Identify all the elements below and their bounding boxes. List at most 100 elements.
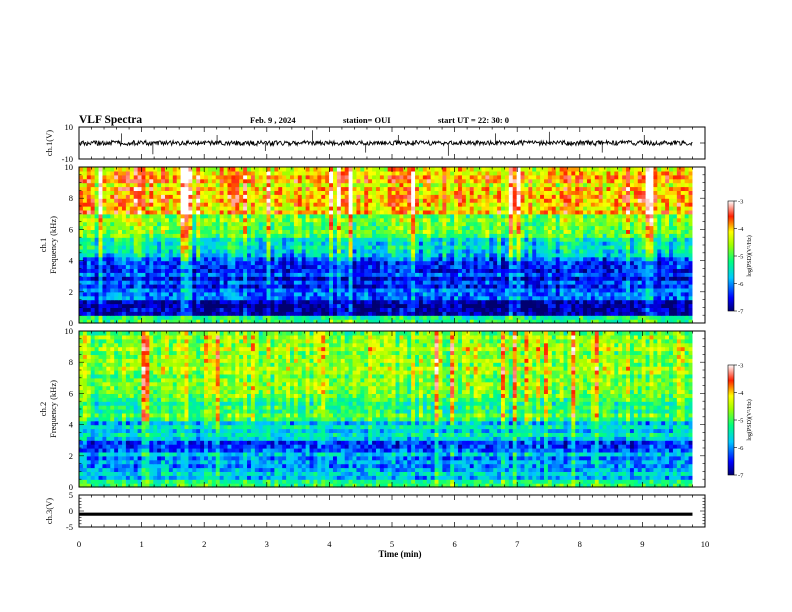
spectrogram-cell [661,299,666,305]
spectrogram-cell [520,225,526,230]
spectrogram-cell [465,291,471,297]
spectrogram-cell [657,303,662,308]
spectrogram-cell [672,225,678,230]
spectrogram-cell [305,295,311,301]
spectrogram-cell [102,221,107,227]
spectrogram-cell [645,221,651,227]
spectrogram-cell [583,217,588,223]
spectrogram-cell [153,319,158,324]
spectrogram-cell [450,217,455,223]
spectrogram-cell [442,206,447,211]
spectrogram-cell [118,237,123,242]
spectrogram-cell [164,209,170,215]
spectrogram-cell [141,248,147,254]
spectrogram-cell [149,291,154,297]
spectrogram-cell [438,268,443,273]
spectrogram-cell [86,284,92,289]
spectrogram-cell [657,268,662,273]
spectrogram-cell [79,311,84,316]
spectrogram-cell [497,233,502,238]
spectrogram-cell [180,217,186,223]
spectrogram-cell [540,268,545,273]
spectrogram-cell [649,229,655,234]
spectrogram-cell [512,268,518,273]
spectrogram-cell [540,217,545,223]
spectrogram-cell [364,319,369,324]
spectrogram-cell [501,245,506,250]
spectrogram-cell [94,241,100,246]
spectrogram-cell [247,237,252,242]
spectrogram-cell [430,202,436,207]
spectrogram-cell [411,276,416,281]
spectrogram-cell [543,307,549,312]
spectrogram-cell [301,233,307,238]
spectrogram-cell [684,291,690,297]
spectrogram-cell [368,248,373,254]
spectrogram-cell [399,315,404,320]
spectrogram-cell [121,319,127,324]
spectrogram-cell [551,307,557,312]
spectrogram-cell [329,233,334,238]
spectrogram-cell [192,276,197,281]
spectrogram-cell [348,315,354,320]
spectrogram-cell [329,221,334,227]
spectrogram-cell [540,284,545,289]
spectrogram-cell [512,206,518,211]
spectrogram-cell [90,311,96,316]
spectrogram-cell [602,295,608,301]
spectrogram-cell [360,311,365,316]
spectrogram-cell [282,307,287,312]
spectrogram-cell [90,241,96,246]
spectrogram-cell [688,252,694,258]
spectrogram-cell [493,303,498,308]
spectrogram-cell [231,311,236,316]
spectrogram-cell [649,315,655,320]
spectrogram-cell [348,284,354,289]
spectrogram-cell [270,209,275,215]
spectrogram-cell [98,209,104,215]
spectrogram-cell [461,241,467,246]
spectrogram-cell [399,225,404,230]
spectrogram-cell [637,303,643,308]
spectrogram-cell [684,209,690,215]
spectrogram-cell [543,241,549,246]
spectrogram-cell [200,303,205,308]
spectrogram-cell [586,264,592,269]
spectrogram-cell [204,213,209,219]
spectrogram-cell [516,272,522,277]
spectrogram-cell [184,209,190,215]
spectrogram-cell [547,299,553,305]
spectrogram-cell [669,252,674,258]
spectrogram-cell [211,229,217,234]
spectrogram-cell [504,260,510,266]
spectrogram-cell [430,268,436,273]
spectrogram-cell [243,276,248,281]
spectrogram-cell [481,319,486,324]
spectrogram-cell [106,264,111,269]
spectrogram-cell [493,260,498,266]
spectrogram-cell [282,315,287,320]
spectrogram-cell [610,272,615,277]
spectrogram-cell [465,307,471,312]
spectrogram-cell [274,252,279,258]
spectrogram-cell [211,213,217,219]
spectrogram-cell [305,284,311,289]
spectrogram-cell [176,291,182,297]
spectrogram-cell [250,221,256,227]
spectrogram-cell [618,217,623,223]
spectrogram-cell [153,213,158,219]
spectrogram-cell [395,272,401,277]
spectrogram-cell [375,299,381,305]
spectrogram-cell [153,241,158,246]
spectrogram-cell [676,319,682,324]
spectrogram-cell [207,202,213,207]
spectrogram-cell [485,245,490,250]
spectrogram-cell [243,206,248,211]
spectrogram-cell [422,284,428,289]
spectrogram-cell [555,202,561,207]
spectrogram-cell [180,241,186,246]
spectrogram-cell [395,268,401,273]
spectrogram-cell [235,229,240,234]
spectrogram-cell [665,291,670,297]
spectrogram-cell [164,311,170,316]
